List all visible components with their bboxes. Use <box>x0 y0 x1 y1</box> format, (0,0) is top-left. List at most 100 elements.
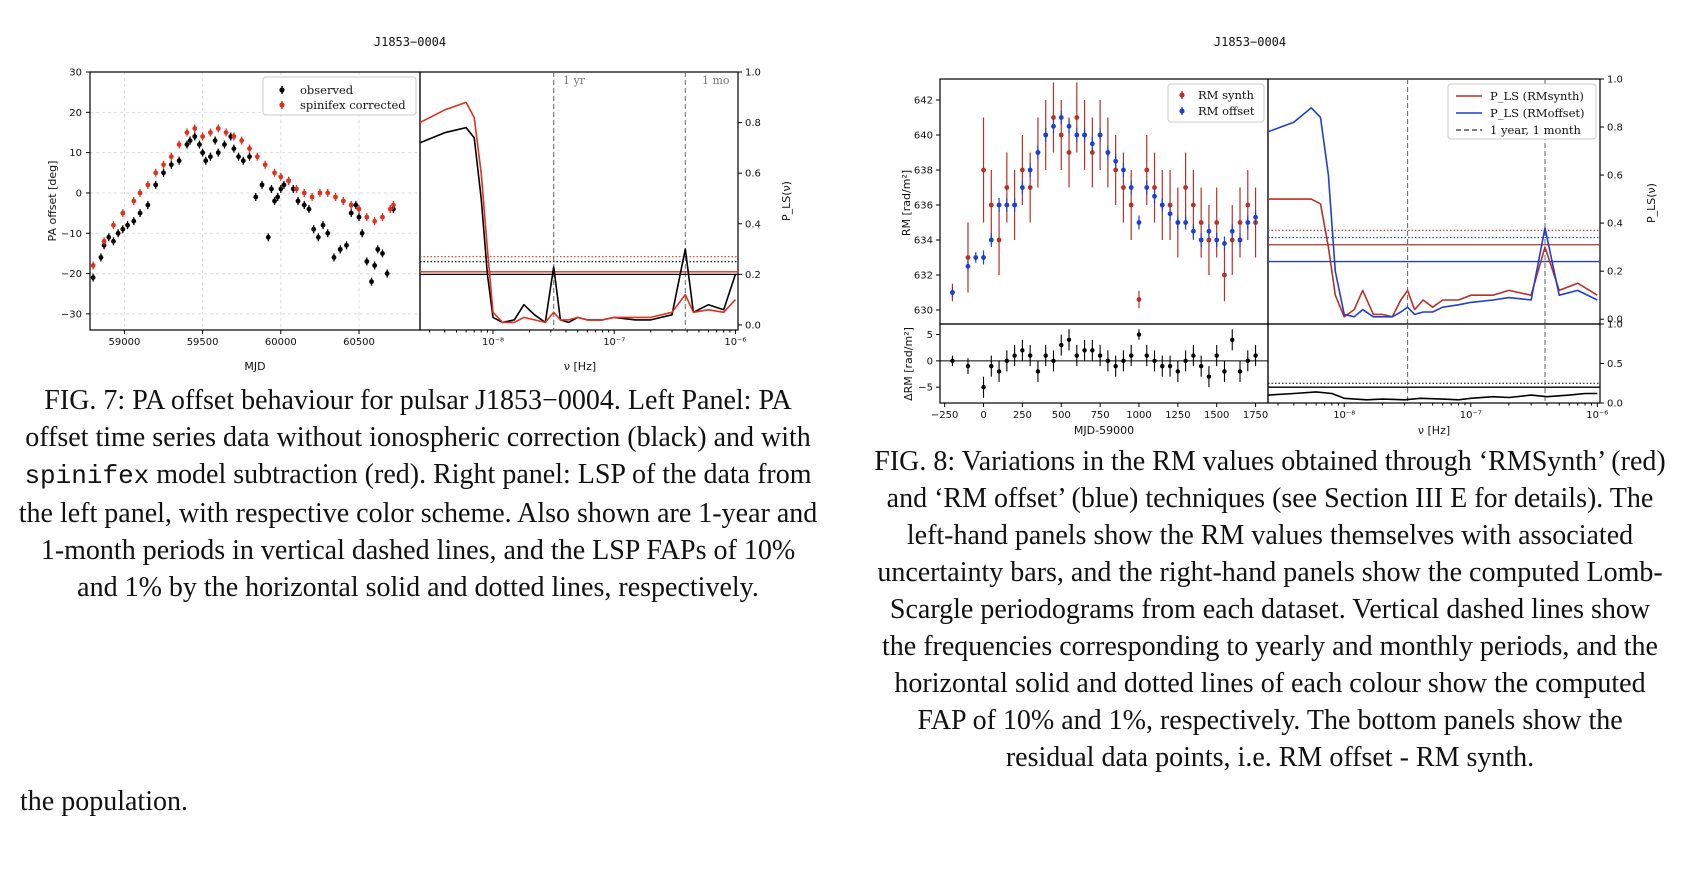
data-point <box>1012 353 1017 358</box>
data-point <box>272 198 277 204</box>
data-point <box>1206 237 1212 243</box>
tick-label-y: 0 <box>76 188 82 199</box>
data-point <box>344 242 349 248</box>
tick-label-y: 0.8 <box>1607 123 1623 134</box>
fig8-residual-lsp-marks <box>1267 324 1600 403</box>
fig8-title: J1853−0004 <box>1214 35 1286 49</box>
fig8-lsp-panel: 0.0 0.2 0.4 0.6 0.8 1.0 P_LS (RMsynth) P_LS (… <box>1267 75 1658 326</box>
fig7-caption-part2: model subtraction (red). Right panel: LS… <box>18 459 818 603</box>
data-point <box>965 363 971 369</box>
data-point <box>988 237 994 243</box>
data-point <box>120 226 126 232</box>
data-point <box>1128 202 1134 208</box>
data-point <box>1012 202 1018 208</box>
data-point <box>1152 185 1157 190</box>
data-point <box>1214 237 1220 243</box>
fig8-residual-ticks: −5 0 5 −250 0 250 500 750 1000 1250 1500 1750 <box>918 330 1268 421</box>
tick-label-y: 1.0 <box>745 68 761 79</box>
data-point <box>192 126 198 131</box>
data-point <box>1198 363 1204 369</box>
data-point <box>1144 185 1150 190</box>
data-point <box>240 158 246 164</box>
tick-label-x: 10⁻⁸ <box>482 337 504 348</box>
data-point <box>231 134 237 139</box>
data-point <box>1051 115 1056 120</box>
series-line <box>1267 391 1598 401</box>
data-point <box>278 186 284 192</box>
data-point <box>1136 332 1142 337</box>
data-point <box>1019 167 1025 173</box>
data-point <box>1222 241 1227 246</box>
data-point <box>131 218 137 224</box>
data-point <box>176 142 182 147</box>
data-point <box>1074 115 1080 120</box>
fig8: J1853−0004 630 632 634 636 638 640 642 RM [rad… <box>900 35 1658 437</box>
data-point <box>203 158 209 164</box>
data-point <box>168 162 174 168</box>
data-point <box>222 142 227 147</box>
data-point <box>1089 141 1095 147</box>
data-point <box>387 206 393 212</box>
data-point <box>1004 202 1010 208</box>
data-point <box>306 206 312 212</box>
data-point <box>1121 167 1126 173</box>
tick-label-x: 1250 <box>1165 410 1190 421</box>
fig8-residual-xlabel: MJD-59000 <box>1074 424 1134 437</box>
data-point <box>301 202 307 208</box>
data-point <box>1190 202 1196 208</box>
data-point <box>1214 220 1220 225</box>
data-point <box>269 186 274 192</box>
data-point <box>1136 220 1142 225</box>
data-point <box>309 194 315 200</box>
tick-label-y: 642 <box>914 96 933 107</box>
tick-label-x: 1500 <box>1204 410 1229 421</box>
data-point <box>145 202 151 208</box>
data-point <box>340 198 346 204</box>
legend-plsrmsynth-label: P_LS (RMsynth) <box>1490 89 1584 103</box>
data-point <box>315 234 321 240</box>
data-point <box>278 174 284 180</box>
data-point <box>988 202 994 208</box>
data-point <box>311 226 317 232</box>
fig7-left-xlabel: MJD <box>244 360 265 373</box>
data-point <box>115 230 121 236</box>
data-point <box>294 186 299 192</box>
data-point <box>120 210 126 216</box>
data-point <box>153 182 159 188</box>
data-point <box>1206 228 1212 234</box>
fig7-title: J1853−0004 <box>374 35 446 49</box>
data-point <box>1159 202 1165 208</box>
tick-label-y: 10 <box>69 148 82 159</box>
legend-observed-marker <box>279 87 285 93</box>
data-point <box>1082 132 1087 138</box>
data-point <box>184 130 190 135</box>
fig7-vline-label-1mo: 1 mo <box>702 74 730 87</box>
tick-label-y: −5 <box>918 383 933 394</box>
legend-corrected-label: spinifex corrected <box>300 98 406 112</box>
fig8-residual-panel: −5 0 5 −250 0 250 500 750 1000 1250 1500 1750 MJD-5… <box>902 323 1269 437</box>
fig8-lsp-legend: P_LS (RMsynth) P_LS (RMoffset) 1 year, 1… <box>1447 83 1597 140</box>
data-point <box>1167 211 1173 217</box>
data-point <box>1066 337 1072 342</box>
fig7-left-ticks: −30 −20 −10 0 10 20 30 59000 59500 60000 60500 <box>61 68 375 349</box>
tick-label-y: 20 <box>69 108 82 119</box>
data-point <box>1058 115 1064 120</box>
data-point <box>1222 272 1227 278</box>
fig8-caption: FIG. 8: Variations in the RM values obta… <box>874 446 1666 773</box>
tick-label-y: 630 <box>914 306 933 317</box>
data-point <box>187 138 193 143</box>
data-point <box>372 263 378 268</box>
tick-label-y: 634 <box>914 236 933 247</box>
tick-label-x: 10⁻⁸ <box>1333 410 1355 421</box>
data-point <box>247 154 252 160</box>
data-point <box>1074 132 1080 138</box>
tick-label-y: 0.4 <box>1607 219 1623 230</box>
tick-label-y: 0.6 <box>1607 171 1623 182</box>
tick-label-y: 0.4 <box>745 219 761 230</box>
data-point <box>1206 374 1212 379</box>
data-point <box>1214 353 1219 358</box>
data-point <box>1051 358 1056 364</box>
data-point <box>1128 185 1134 190</box>
data-point <box>348 202 354 208</box>
data-point <box>161 170 166 176</box>
